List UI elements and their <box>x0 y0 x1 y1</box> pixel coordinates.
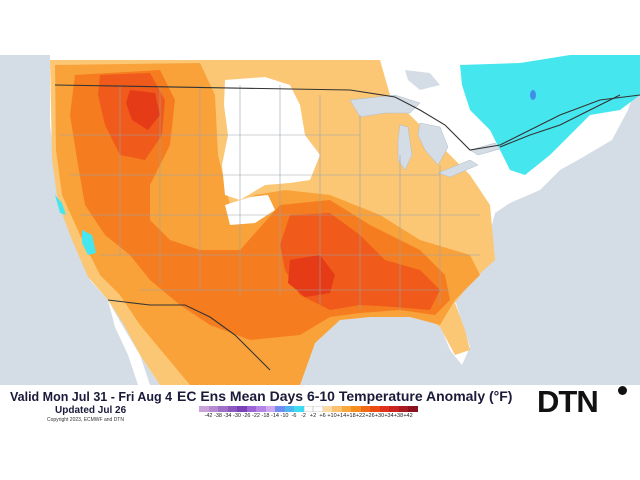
temperature-anomaly-map <box>0 55 640 385</box>
color-scale-bar <box>199 406 418 412</box>
scale-swatch <box>303 406 313 412</box>
scale-swatch <box>379 406 389 412</box>
scale-swatch <box>237 406 247 412</box>
scale-tick-label: -34 <box>223 413 232 419</box>
scale-tick-label: +6 <box>319 413 326 419</box>
scale-swatch <box>398 406 408 412</box>
lake-michigan <box>397 124 413 171</box>
scale-swatch <box>227 406 237 412</box>
scale-swatch <box>284 406 294 412</box>
scale-swatch <box>322 406 332 412</box>
scale-tick-label: -26 <box>242 413 251 419</box>
map-title: EC Ens Mean Days 6-10 Temperature Anomal… <box>177 388 513 404</box>
canadian-lake <box>405 70 440 90</box>
copyright-note: Copyright 2023, ECMWF and DTN <box>47 417 124 423</box>
scale-swatch <box>294 406 304 412</box>
anomaly-blue-spot <box>530 90 536 100</box>
dtn-logo: DTN <box>537 384 599 419</box>
us-mexico-border <box>107 299 271 371</box>
valid-dates: Valid Mon Jul 31 - Fri Aug 4 <box>10 390 173 404</box>
updated-date: Updated Jul 26 <box>55 405 127 416</box>
anomaly-red-montana <box>126 90 160 130</box>
scale-swatch <box>332 406 342 412</box>
scale-swatch <box>265 406 275 412</box>
scale-swatch <box>246 406 256 412</box>
great-lakes <box>349 94 501 178</box>
scale-tick-label: +42 <box>403 413 413 419</box>
scale-tick-label: +26 <box>365 413 375 419</box>
scale-swatch <box>389 406 399 412</box>
baja-california <box>108 300 150 385</box>
scale-tick-label: -42 <box>204 413 213 419</box>
scale-swatch <box>199 406 209 412</box>
scale-tick-label: -10 <box>280 413 289 419</box>
scale-swatch <box>341 406 351 412</box>
scale-swatch <box>256 406 266 412</box>
scale-swatch <box>351 406 361 412</box>
scale-swatch <box>208 406 218 412</box>
scale-tick-label: +30 <box>374 413 385 419</box>
us-canada-border <box>54 84 640 151</box>
anomaly-cyan-west-coast <box>55 195 66 215</box>
lake-huron <box>417 122 449 166</box>
scale-tick-label: -30 <box>233 413 241 419</box>
scale-tick-label: -14 <box>271 413 279 419</box>
scale-tick-label: -6 <box>291 413 297 419</box>
dtn-logo-dot <box>618 386 627 395</box>
scale-tick-label: +2 <box>309 413 317 419</box>
scale-tick-label: -18 <box>261 413 270 419</box>
scale-tick-label: +38 <box>393 413 404 419</box>
scale-tick-label: +22 <box>355 413 366 419</box>
state-lines <box>60 85 480 310</box>
map-legend-footer: Valid Mon Jul 31 - Fri Aug 4 Updated Jul… <box>0 384 640 425</box>
scale-tick-label: +18 <box>346 413 356 419</box>
scale-swatch <box>313 406 323 412</box>
scale-swatch <box>275 406 285 412</box>
anomaly-cyan-california <box>82 230 96 255</box>
scale-swatch <box>360 406 370 412</box>
scale-swatch <box>218 406 228 412</box>
scale-tick-label: -2 <box>301 413 306 419</box>
anomaly-neutral-north-central <box>222 77 320 200</box>
national-borders <box>54 84 640 371</box>
scale-tick-label: +10 <box>327 413 337 419</box>
scale-tick-label: -38 <box>214 413 222 419</box>
scale-tick-label: -22 <box>252 413 260 419</box>
anomaly-neutral-texas <box>225 195 275 225</box>
scale-tick-label: +34 <box>384 413 394 419</box>
scale-swatch <box>370 406 380 412</box>
scale-tick-label: +14 <box>336 413 347 419</box>
anomaly-red-oklahoma <box>288 255 335 297</box>
st-lawrence <box>499 94 621 148</box>
scale-swatch <box>408 406 418 412</box>
lake-erie <box>437 159 479 178</box>
